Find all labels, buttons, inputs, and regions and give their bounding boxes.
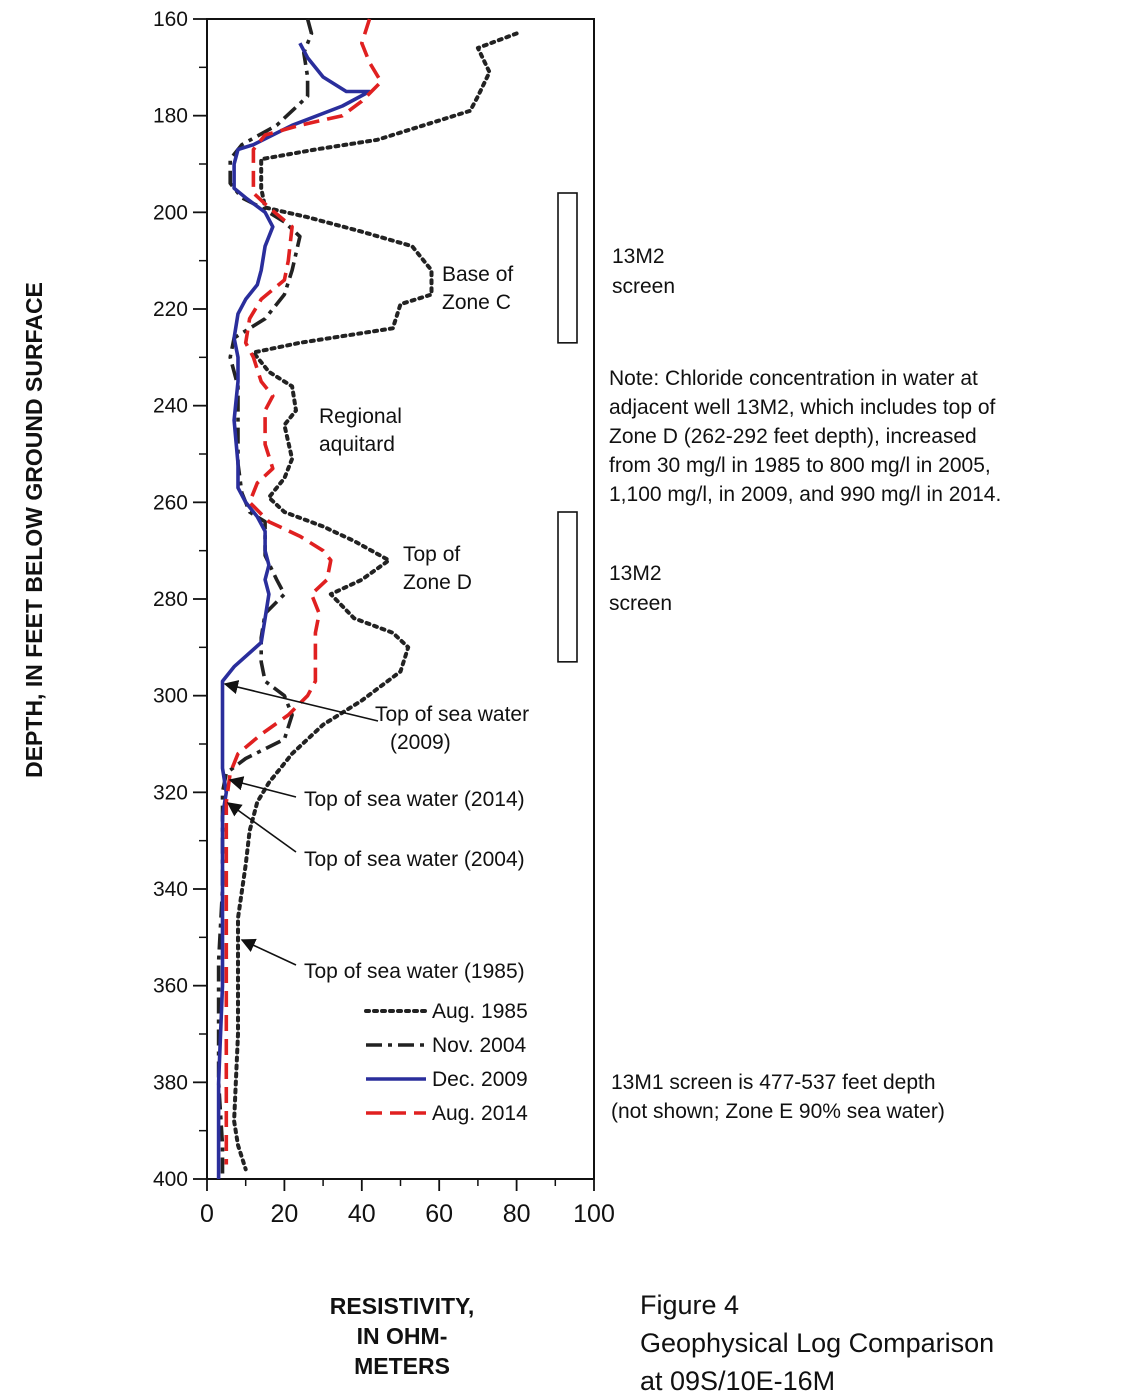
arrow-sea-2004	[226, 802, 297, 853]
figure-caption-line-3: at 09S/10E-16M	[640, 1366, 835, 1396]
screen-interval-1	[557, 192, 578, 344]
annotation-top-zone-d: Top of	[403, 543, 460, 566]
y-tick-label: 340	[153, 878, 188, 901]
annotation-sea-2009: Top of sea water	[375, 703, 529, 726]
chloride-note-line-2: adjacent well 13M2, which includes top o…	[609, 396, 996, 419]
arrow-sea-2009	[223, 680, 379, 722]
annotation-sea-2004: Top of sea water (2004)	[304, 848, 525, 871]
chloride-note-line-4: from 30 mg/l in 1985 to 800 mg/l in 2005…	[609, 454, 991, 477]
x-axis-label-line-2: IN OHM-	[357, 1323, 448, 1349]
series-lines	[216, 18, 519, 1179]
annotation-base-zone-c-2: Zone C	[442, 291, 511, 314]
y-tick-label: 260	[153, 491, 188, 514]
y-tick-label: 400	[153, 1168, 188, 1191]
y-tick-label: 240	[153, 395, 188, 418]
x-axis-label-line-3: METERS	[354, 1353, 450, 1379]
figure-caption-line-2: Geophysical Log Comparison	[640, 1328, 994, 1358]
x-tick-label: 0	[200, 1200, 214, 1228]
annotation-sea-1985: Top of sea water (1985)	[304, 960, 525, 983]
arrow-sea-2014	[228, 776, 297, 798]
legend-label: Aug. 1985	[432, 1000, 528, 1023]
m1-note-line-1: 13M1 screen is 477-537 feet depth	[611, 1071, 936, 1094]
y-tick-label: 320	[153, 781, 188, 804]
annotation-regional-aquitard: Regional	[319, 405, 402, 428]
chloride-note-line-1: Note: Chloride concentration in water at	[609, 367, 978, 390]
figure-caption-line-1: Figure 4	[640, 1290, 739, 1320]
y-tick-label: 300	[153, 685, 188, 708]
series-line-nov-2004	[216, 18, 314, 1179]
chloride-note-line-5: 1,100 mg/l, in 2009, and 990 mg/l in 201…	[609, 483, 1001, 506]
y-tick-label: 160	[153, 8, 188, 31]
x-tick-label: 60	[425, 1200, 453, 1228]
screen-label-1-line-1: 13M2	[612, 245, 665, 268]
series-line-aug-2014	[224, 18, 383, 1165]
x-tick-label: 40	[348, 1200, 376, 1228]
y-tick-label: 220	[153, 298, 188, 321]
y-tick-label: 280	[153, 588, 188, 611]
screen-label-2-line-1: 13M2	[609, 562, 662, 585]
screen-label-1-line-2: screen	[612, 275, 675, 298]
chloride-note-line-3: Zone D (262-292 feet depth), increased	[609, 425, 977, 448]
x-tick-label: 80	[503, 1200, 531, 1228]
annotation-sea-2014: Top of sea water (2014)	[304, 788, 525, 811]
y-tick-label: 360	[153, 975, 188, 998]
arrow-sea-1985	[240, 938, 297, 966]
screen-label-2-line-2: screen	[609, 592, 672, 615]
y-tick-label: 200	[153, 201, 188, 224]
y-tick-label: 380	[153, 1071, 188, 1094]
series-line-aug-1985	[232, 31, 519, 1172]
annotation-sea-2009-2: (2009)	[390, 731, 451, 754]
y-axis-label: DEPTH, IN FEET BELOW GROUND SURFACE	[21, 282, 47, 778]
legend-label: Nov. 2004	[432, 1034, 526, 1057]
y-tick-label: 180	[153, 105, 188, 128]
annotation-regional-aquitard-2: aquitard	[319, 433, 395, 456]
m1-note-line-2: (not shown; Zone E 90% sea water)	[611, 1100, 945, 1123]
x-tick-label: 20	[270, 1200, 298, 1228]
annotation-top-zone-d-2: Zone D	[403, 571, 472, 594]
x-tick-label: 100	[573, 1200, 615, 1228]
legend: Aug. 1985 Nov. 2004 Dec. 2009 Aug. 2014	[364, 1000, 528, 1125]
annotation-base-zone-c: Base of	[442, 263, 513, 286]
legend-label: Dec. 2009	[432, 1068, 528, 1091]
screen-interval-2	[557, 511, 578, 663]
x-axis-label-line-1: RESISTIVITY,	[330, 1293, 474, 1319]
series-line-dec-2009	[216, 42, 372, 1179]
legend-label: Aug. 2014	[432, 1102, 528, 1125]
